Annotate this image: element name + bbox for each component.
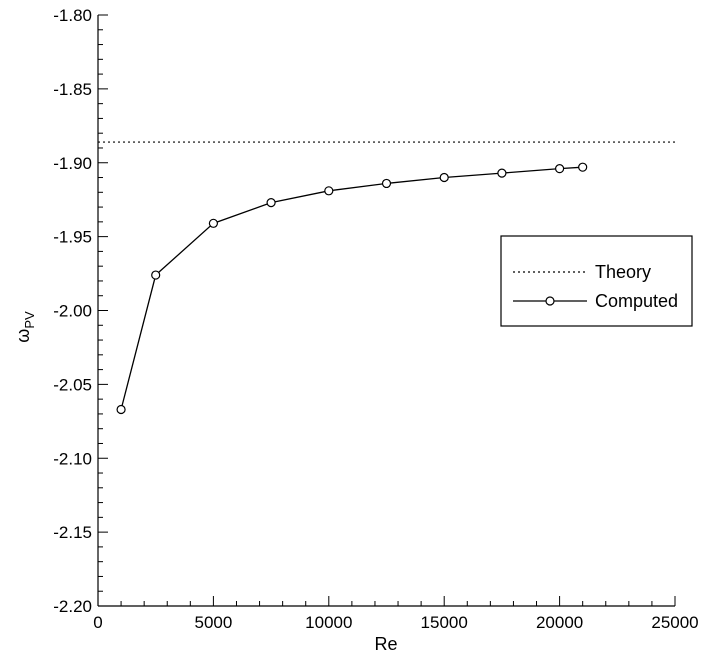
y-tick-label: -1.95	[53, 228, 92, 247]
y-tick-label: -1.85	[53, 80, 92, 99]
x-tick-label: 25000	[651, 613, 698, 632]
y-tick-label: -1.90	[53, 154, 92, 173]
ticks: 0 5000 10000 15000 20000 25000 -1.80 -1.85 -1.90…	[53, 6, 698, 632]
plot-area	[98, 141, 675, 415]
x-tick-label: 20000	[536, 613, 583, 632]
y-tick-label: -1.80	[53, 6, 92, 25]
x-tick-label: 15000	[421, 613, 468, 632]
axis-labels: Re ωPV	[13, 311, 398, 654]
computed-point	[266, 198, 276, 208]
computed-point	[208, 218, 218, 228]
computed-point	[151, 270, 161, 280]
y-axis-label: ωPV	[13, 311, 37, 343]
legend-computed-marker	[545, 296, 555, 306]
computed-line	[120, 166, 583, 410]
y-tick-label: -2.20	[53, 597, 92, 616]
legend-box	[500, 235, 693, 327]
x-tick-label: 5000	[194, 613, 232, 632]
legend-computed-label: Computed	[595, 291, 678, 311]
computed-point	[324, 186, 334, 196]
computed-point	[116, 404, 126, 415]
computed-point	[381, 178, 392, 189]
computed-point	[554, 164, 565, 174]
y-tick-label: -2.05	[53, 375, 92, 394]
legend: Theory Computed	[500, 235, 693, 327]
y-tick-label: -2.10	[53, 449, 92, 468]
computed-point	[439, 172, 449, 183]
x-tick-label: 10000	[305, 613, 352, 632]
y-axis-label-base: ω	[13, 329, 33, 343]
x-axis-label: Re	[374, 634, 397, 654]
computed-point	[497, 168, 507, 178]
computed-point	[578, 162, 588, 172]
y-axis-label-sub: PV	[22, 311, 37, 329]
legend-theory-label: Theory	[595, 262, 651, 282]
x-tick-label: 0	[93, 613, 102, 632]
y-tick-label: -2.15	[53, 523, 92, 542]
y-tick-label: -2.00	[53, 302, 92, 321]
